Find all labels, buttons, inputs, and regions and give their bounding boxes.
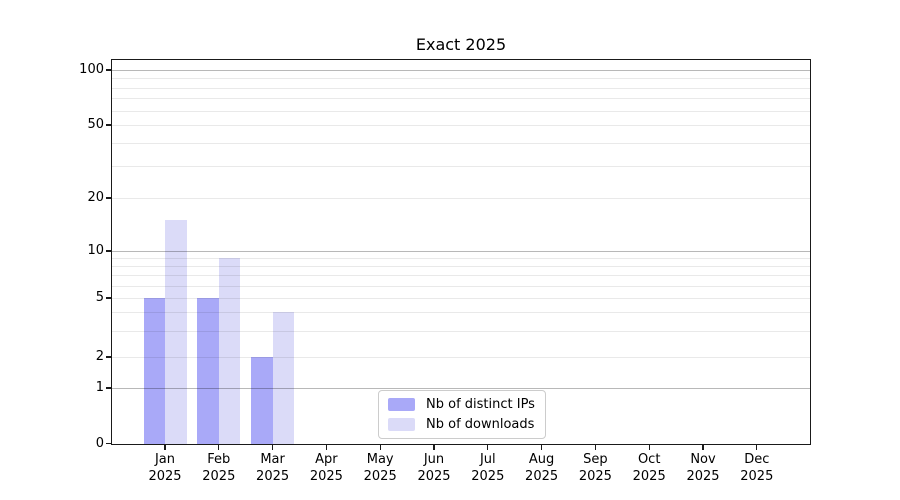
- y-tick-label-100: 100: [79, 62, 104, 77]
- legend-item-downloads: Nb of downloads: [388, 416, 535, 433]
- x-tick-mark: [325, 444, 327, 450]
- bar-distinct-ips-jan: [143, 298, 165, 444]
- minor-gridline: [112, 285, 810, 287]
- bar-downloads-feb: [218, 258, 241, 444]
- x-tick-label-jun: Jun 2025: [417, 452, 451, 484]
- x-tick-label-nov: Nov 2025: [686, 452, 720, 484]
- x-tick-mark: [218, 444, 220, 450]
- x-tick-mark: [541, 444, 543, 450]
- x-tick-mark: [648, 444, 650, 450]
- x-tick-mark: [487, 444, 489, 450]
- legend-label-distinct-ips: Nb of distinct IPs: [426, 397, 535, 412]
- y-tick-label-2: 2: [95, 349, 104, 364]
- y-tick-label-20: 20: [87, 190, 104, 205]
- chart-title: Exact 2025: [415, 35, 507, 54]
- x-tick-mark: [272, 444, 274, 450]
- legend-item-distinct-ips: Nb of distinct IPs: [388, 396, 535, 413]
- x-tick-mark: [702, 444, 704, 450]
- major-gridline: [112, 70, 810, 71]
- y-tick-label-0: 0: [95, 435, 104, 451]
- x-tick-label-dec: Dec 2025: [740, 452, 774, 484]
- minor-gridline: [112, 87, 810, 89]
- minor-gridline: [112, 165, 810, 167]
- y-tick-label-5: 5: [95, 290, 104, 305]
- minor-gridline: [112, 110, 810, 112]
- minor-gridline: [112, 198, 810, 199]
- y-tick-label-1: 1: [95, 380, 104, 395]
- bar-distinct-ips-mar: [251, 357, 273, 444]
- bar-distinct-ips-feb: [197, 298, 219, 444]
- legend-swatch-distinct-ips: [388, 398, 415, 411]
- legend-swatch-downloads: [388, 418, 415, 431]
- minor-gridline: [112, 258, 810, 260]
- y-tick-label-50: 50: [87, 117, 104, 132]
- plot-area: [111, 59, 811, 445]
- x-tick-mark: [379, 444, 381, 450]
- legend: Nb of distinct IPs Nb of downloads: [378, 390, 546, 439]
- x-tick-mark: [594, 444, 596, 450]
- x-tick-label-apr: Apr 2025: [309, 452, 343, 484]
- y-tick-mark: [106, 442, 112, 445]
- y-tick-mark: [106, 387, 112, 389]
- minor-gridline: [112, 266, 810, 268]
- minor-gridline: [112, 275, 810, 277]
- minor-gridline: [112, 98, 810, 100]
- minor-gridline: [112, 142, 810, 144]
- x-tick-label-aug: Aug 2025: [525, 452, 559, 484]
- y-tick-mark: [106, 356, 112, 358]
- bar-downloads-mar: [272, 312, 295, 444]
- y-tick-mark: [106, 69, 112, 71]
- major-gridline: [112, 251, 810, 252]
- legend-label-downloads: Nb of downloads: [426, 417, 535, 432]
- bar-downloads-jan: [165, 219, 187, 444]
- y-tick-mark: [106, 250, 112, 252]
- x-tick-label-may: May 2025: [363, 452, 397, 484]
- x-tick-label-mar: Mar 2025: [256, 452, 290, 484]
- y-tick-mark: [106, 297, 112, 299]
- x-tick-label-sep: Sep 2025: [578, 452, 612, 484]
- x-tick-label-oct: Oct 2025: [632, 452, 666, 484]
- minor-gridline: [112, 78, 810, 80]
- y-tick-mark: [106, 197, 112, 199]
- minor-gridline: [112, 125, 810, 126]
- x-tick-mark: [756, 444, 758, 450]
- y-tick-mark: [106, 124, 112, 126]
- x-tick-label-jan: Jan 2025: [148, 452, 182, 484]
- x-tick-label-jul: Jul 2025: [471, 452, 505, 484]
- x-tick-mark: [164, 444, 166, 450]
- y-tick-label-10: 10: [87, 243, 104, 258]
- x-tick-label-feb: Feb 2025: [202, 452, 236, 484]
- x-tick-mark: [433, 444, 435, 450]
